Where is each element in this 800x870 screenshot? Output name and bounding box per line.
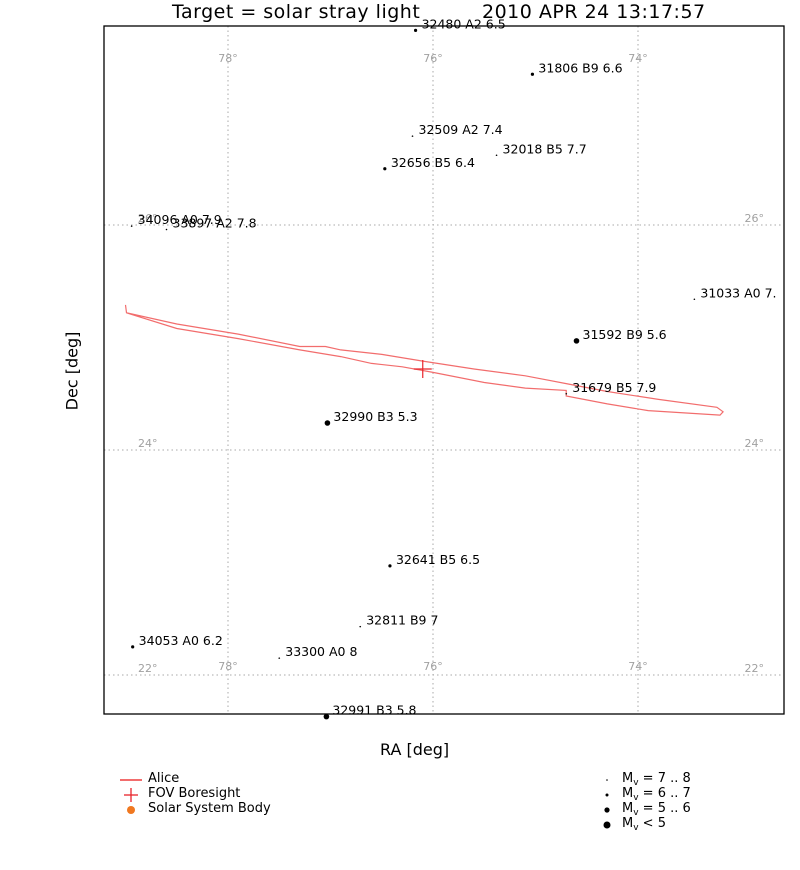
star-label: 32480 A2 6.5 [422,16,506,31]
star-marker [565,392,568,395]
title-target: Target = solar stray light [172,1,421,23]
dec-tick-label: 22° [138,662,158,675]
star-marker [383,167,387,171]
star-label: 32509 A2 7.4 [419,122,503,137]
star: 32811 B9 7 [359,613,438,628]
x-axis-label: RA [deg] [380,740,450,759]
star-marker [530,72,535,76]
star: 32991 B3 5.8 [323,703,417,720]
star-label: 34096 A0 7.9 [138,212,222,227]
star: 34053 A0 6.2 [131,633,223,649]
star: 31592 B9 5.6 [573,327,667,344]
dec-tick-label: 26° [745,212,765,225]
legend-line-icon [120,779,142,781]
plot-frame [103,25,785,715]
dec-tick-label: 24° [138,437,158,450]
star: 32656 B5 6.4 [383,155,475,171]
star-label: 31033 A0 7. [700,285,776,300]
star-marker [359,625,362,628]
legend-star-icon [603,821,611,829]
star-label: 34053 A0 6.2 [139,633,223,648]
star-label: 32641 B5 6.5 [396,552,480,567]
star: 32990 B3 5.3 [324,409,418,426]
star-marker [324,420,331,426]
chart-title: Target = solar stray light 2010 APR 24 1… [104,0,784,26]
star: 32641 B5 6.5 [388,552,480,568]
legend-star-icon [606,779,608,781]
star-label: 32018 B5 7.7 [503,141,587,156]
dec-tick-label: 24° [745,437,765,450]
star-marker [130,225,133,227]
star-label: 31806 B9 6.6 [538,60,622,75]
star: 33897 A2 7.8 [165,216,257,231]
legend-star-icon [604,807,610,813]
star-label: 32991 B3 5.8 [332,703,416,718]
ra-tick-label: 76° [423,52,443,65]
star-marker [278,657,281,659]
ra-tick-label: 78° [218,52,238,65]
ra-tick-label: 74° [628,660,648,673]
star-marker [413,28,418,32]
legend-cross-icon [124,788,138,802]
star-label: 32656 B5 6.4 [391,155,475,170]
ra-tick-label: 78° [218,660,238,673]
star-marker [693,298,696,301]
star-marker [411,135,414,137]
star: 33300 A0 8 [278,644,357,659]
star-label: 31592 B9 5.6 [583,327,667,342]
star-label: 32811 B9 7 [366,613,438,628]
star-marker [131,645,135,649]
fov-boresight-marker [413,360,432,378]
star-label: 33300 A0 8 [285,644,357,659]
ra-tick-label: 76° [423,660,443,673]
dec-tick-label: 26° [138,212,158,225]
title-timestamp: 2010 APR 24 13:17:57 [482,1,706,23]
star: 34096 A0 7.9 [130,212,222,227]
star-marker [495,154,498,157]
star-label: 32990 B3 5.3 [333,409,417,424]
alice-slit-path [124,304,725,416]
y-axis-label: Dec [deg] [62,331,82,411]
legend-star-icon [605,793,609,797]
star-label: 33897 A2 7.8 [173,216,257,231]
star-marker [165,228,168,231]
star-marker [388,564,392,568]
star: 32480 A2 6.5 [413,16,506,32]
star: 32018 B5 7.7 [495,141,587,157]
star-marker [573,338,580,344]
star-marker [323,713,330,720]
ra-tick-label: 74° [628,52,648,65]
star: 31033 A0 7. [693,285,777,301]
star: 31806 B9 6.6 [530,60,623,76]
dec-tick-label: 22° [745,662,765,675]
star-label: 31679 B5 7.9 [572,380,656,395]
star: 32509 A2 7.4 [411,122,503,137]
star: 31679 B5 7.9 [565,380,656,395]
legend-dot-icon [127,806,135,814]
